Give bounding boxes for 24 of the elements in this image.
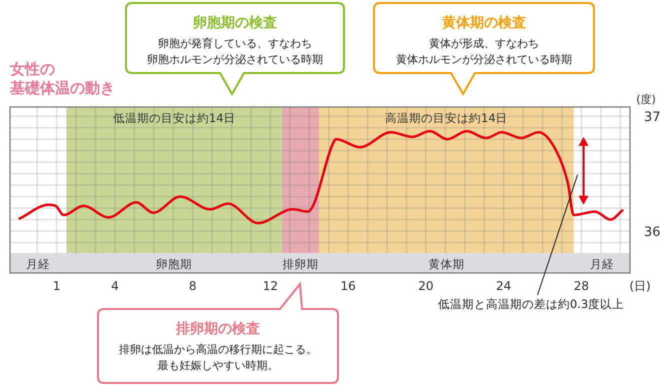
band-label: 黄体期 (428, 257, 464, 271)
y-tick-label: 37 (644, 110, 661, 126)
text: 月経 (590, 257, 614, 271)
band-label: 排卵期 (282, 257, 319, 271)
annotation: 高温期の目安は約14日 (385, 111, 508, 125)
callout: 黄体期の検査 黄体が形成、すなわち 黄体ホルモンが分泌されている時期 (373, 2, 595, 95)
x-tick-label: 12 (262, 279, 278, 293)
x-tick-label: 4 (111, 279, 119, 293)
y-axis-title: (度) (636, 93, 656, 106)
x-tick-label: 16 (340, 279, 356, 293)
annotation: 低温期の目安は約14日 (112, 111, 236, 125)
x-tick-label: 1 (52, 279, 60, 293)
x-tick-label: 8 (188, 279, 197, 293)
x-tick-label: 28 (574, 279, 590, 293)
callout: 卵胞期の検査 卵胞が発育している、すなわち 卵胞ホルモンが分泌されている時期 (125, 2, 345, 95)
text: 月経 (26, 257, 50, 271)
x-axis-title: (日) (629, 279, 651, 293)
chart-title: 女性の (9, 60, 55, 78)
band-label: 卵胞期 (156, 257, 192, 271)
chart-subtitle: 基礎体温の動き (9, 79, 115, 97)
x-tick-label: 20 (418, 279, 434, 293)
y-tick-label: 36 (644, 225, 661, 240)
annotation: 低温期と高温期の差は約0.3度以上 (438, 297, 624, 311)
x-tick-label: 24 (496, 279, 512, 293)
